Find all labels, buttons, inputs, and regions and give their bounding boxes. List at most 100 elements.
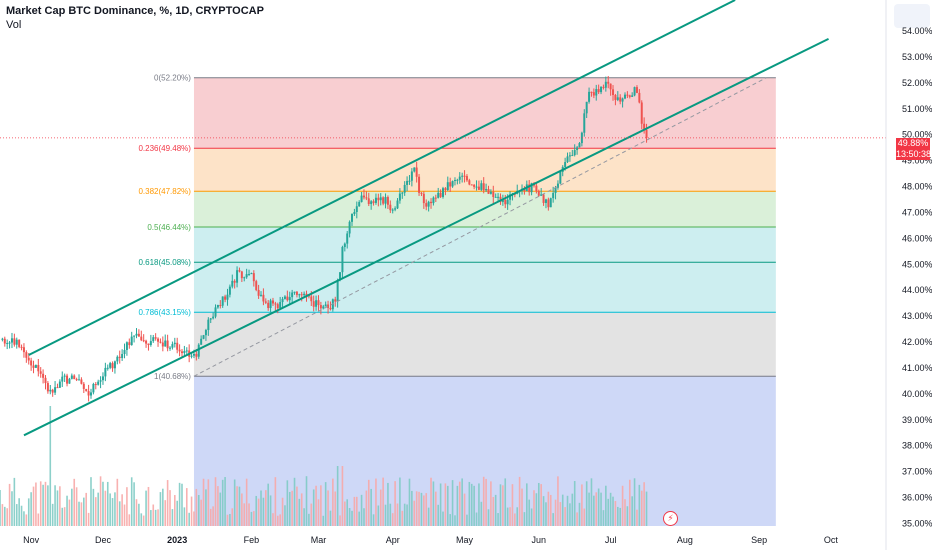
- candle-body: [42, 373, 45, 378]
- volume-bar: [3, 506, 6, 526]
- volume-bar: [597, 488, 600, 526]
- candle-body: [571, 155, 574, 157]
- candle-body: [18, 339, 21, 347]
- y-tick-label: 52.00%: [902, 78, 932, 88]
- candle-body: [70, 375, 73, 379]
- volume-bar: [638, 484, 641, 526]
- candle-body: [1, 338, 4, 340]
- candle-body: [430, 201, 433, 204]
- fib-level-label: 0.618(45.08%): [138, 258, 191, 267]
- fib-level-label: 0.5(46.44%): [147, 223, 191, 232]
- volume-bar: [396, 503, 399, 526]
- volume-bar: [205, 489, 207, 526]
- candle-body: [178, 349, 181, 352]
- volume-bar: [504, 478, 507, 526]
- volume-bar: [492, 496, 495, 526]
- candle-body: [374, 197, 377, 203]
- volume-bar: [133, 482, 135, 526]
- volume-bar: [377, 505, 380, 526]
- volume-bar: [49, 406, 52, 526]
- candle-body: [406, 180, 409, 185]
- volume-bar: [578, 502, 581, 526]
- logo-placeholder: [894, 4, 930, 28]
- candle-body: [413, 167, 416, 172]
- volume-bar: [322, 515, 325, 526]
- candle-body: [509, 194, 512, 200]
- candle-body: [157, 338, 160, 342]
- volume-bar: [195, 488, 198, 526]
- candle-body: [238, 270, 241, 272]
- volume-bar: [94, 497, 97, 526]
- volume-bar: [8, 483, 11, 526]
- candle-body: [384, 197, 387, 204]
- volume-bar: [83, 497, 85, 526]
- volume-bar: [406, 504, 408, 526]
- volume-bar: [590, 478, 593, 526]
- volume-bar: [379, 489, 382, 526]
- candle-body: [63, 375, 66, 377]
- candle-body: [353, 212, 356, 215]
- candle-body: [638, 92, 641, 103]
- candle-body: [27, 357, 30, 361]
- candle-body: [51, 389, 54, 393]
- volume-bar: [451, 480, 454, 526]
- volume-bar: [449, 514, 451, 526]
- candle-body: [434, 197, 437, 199]
- candle-body: [427, 201, 430, 207]
- volume-bar: [233, 479, 236, 526]
- candle-body: [425, 203, 428, 207]
- volume-bar: [329, 510, 332, 526]
- volume-bar: [435, 491, 437, 526]
- volume-bar: [334, 491, 337, 526]
- candle-body: [506, 199, 509, 205]
- candle-body: [324, 304, 327, 307]
- volume-bar: [545, 502, 547, 526]
- x-tick-label: Apr: [386, 535, 400, 545]
- x-tick-label: Feb: [244, 535, 260, 545]
- candle-body: [113, 361, 116, 369]
- candle-body: [604, 81, 607, 88]
- volume-bar: [54, 485, 56, 526]
- volume-bar: [631, 496, 633, 526]
- volume-bar: [30, 492, 32, 526]
- volume-bar: [411, 490, 413, 526]
- volume-bar: [162, 488, 164, 526]
- candle-body: [34, 365, 37, 368]
- channel-lower-line: [23, 37, 829, 437]
- candle-body: [564, 162, 567, 167]
- volume-bar: [533, 490, 535, 526]
- volume-bar: [276, 515, 279, 526]
- candle-body: [152, 337, 155, 342]
- volume-bar: [317, 499, 320, 526]
- candle-body: [197, 344, 200, 357]
- y-tick-label: 43.00%: [902, 311, 932, 321]
- candle-body: [56, 387, 59, 389]
- volume-bar: [633, 478, 636, 526]
- volume-bar: [56, 490, 59, 526]
- volume-bar: [116, 478, 119, 526]
- volume-bar: [391, 513, 394, 526]
- fib-level-label: 0.786(43.15%): [138, 308, 191, 317]
- candle-body: [470, 184, 473, 186]
- candle-body: [547, 199, 550, 208]
- volume-bar: [375, 478, 377, 526]
- volume-bar: [499, 484, 502, 526]
- candle-body: [442, 188, 444, 197]
- volume-bar: [557, 476, 559, 526]
- volume-bar: [99, 476, 102, 526]
- volume-bar: [643, 482, 645, 526]
- fib-level-label: 0.236(49.48%): [138, 144, 191, 153]
- volume-bar: [564, 507, 566, 526]
- volume-bar: [542, 496, 545, 526]
- volume-bar: [245, 478, 248, 526]
- candle-body: [46, 383, 49, 392]
- volume-bar: [401, 510, 404, 526]
- lightning-icon[interactable]: ⚡: [663, 511, 678, 526]
- volume-bar: [221, 479, 224, 526]
- candle-body: [190, 355, 193, 357]
- volume-bar: [600, 492, 602, 526]
- candle-body: [451, 180, 454, 187]
- volume-bar: [145, 490, 147, 526]
- candle-body: [291, 292, 294, 298]
